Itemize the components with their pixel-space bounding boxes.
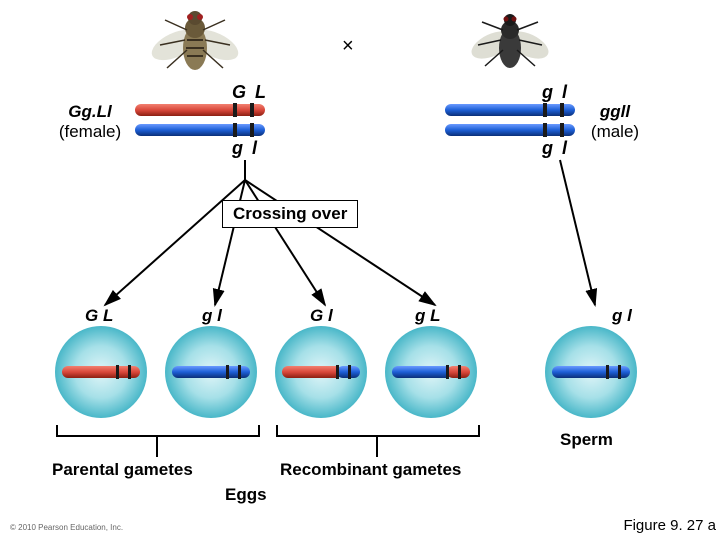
male-label: ggll (male) (580, 102, 650, 142)
bracket-parental (56, 425, 260, 437)
male-chromosome-bottom (445, 123, 575, 137)
egg-2-label: g l (202, 306, 222, 326)
eggs-label: Eggs (225, 485, 267, 505)
fly-female (145, 0, 245, 80)
parental-label: Parental gametes (52, 460, 193, 480)
crossing-over-arrows (40, 155, 620, 315)
sperm-label-alleles: g l (612, 306, 632, 326)
female-chromosome-bottom (135, 123, 265, 137)
egg-4 (385, 326, 477, 418)
egg-1-label: G L (85, 306, 113, 326)
egg-3 (275, 326, 367, 418)
sperm-cell (545, 326, 637, 418)
crossing-over-label: Crossing over (222, 200, 358, 228)
female-sex: (female) (50, 122, 130, 142)
egg-2 (165, 326, 257, 418)
male-top-alleles: g l (542, 82, 569, 103)
male-sex: (male) (580, 122, 650, 142)
female-top-alleles: G L (232, 82, 268, 103)
copyright: © 2010 Pearson Education, Inc. (10, 523, 123, 532)
cross-symbol: × (342, 35, 354, 58)
male-chromosome-top (445, 103, 575, 117)
tick-parental (156, 435, 158, 457)
egg-3-label: G l (310, 306, 333, 326)
recombinant-label: Recombinant gametes (280, 460, 461, 480)
female-chromosome-top (135, 103, 265, 117)
fly-male (460, 0, 560, 80)
egg-1 (55, 326, 147, 418)
egg-4-label: g L (415, 306, 441, 326)
sperm-label: Sperm (560, 430, 613, 450)
bracket-recombinant (276, 425, 480, 437)
figure-ref: Figure 9. 27 a (623, 517, 716, 534)
female-label: Gg.Ll (female) (50, 102, 130, 142)
tick-recombinant (376, 435, 378, 457)
female-genotype: Gg.Ll (50, 102, 130, 122)
male-genotype: ggll (580, 102, 650, 122)
